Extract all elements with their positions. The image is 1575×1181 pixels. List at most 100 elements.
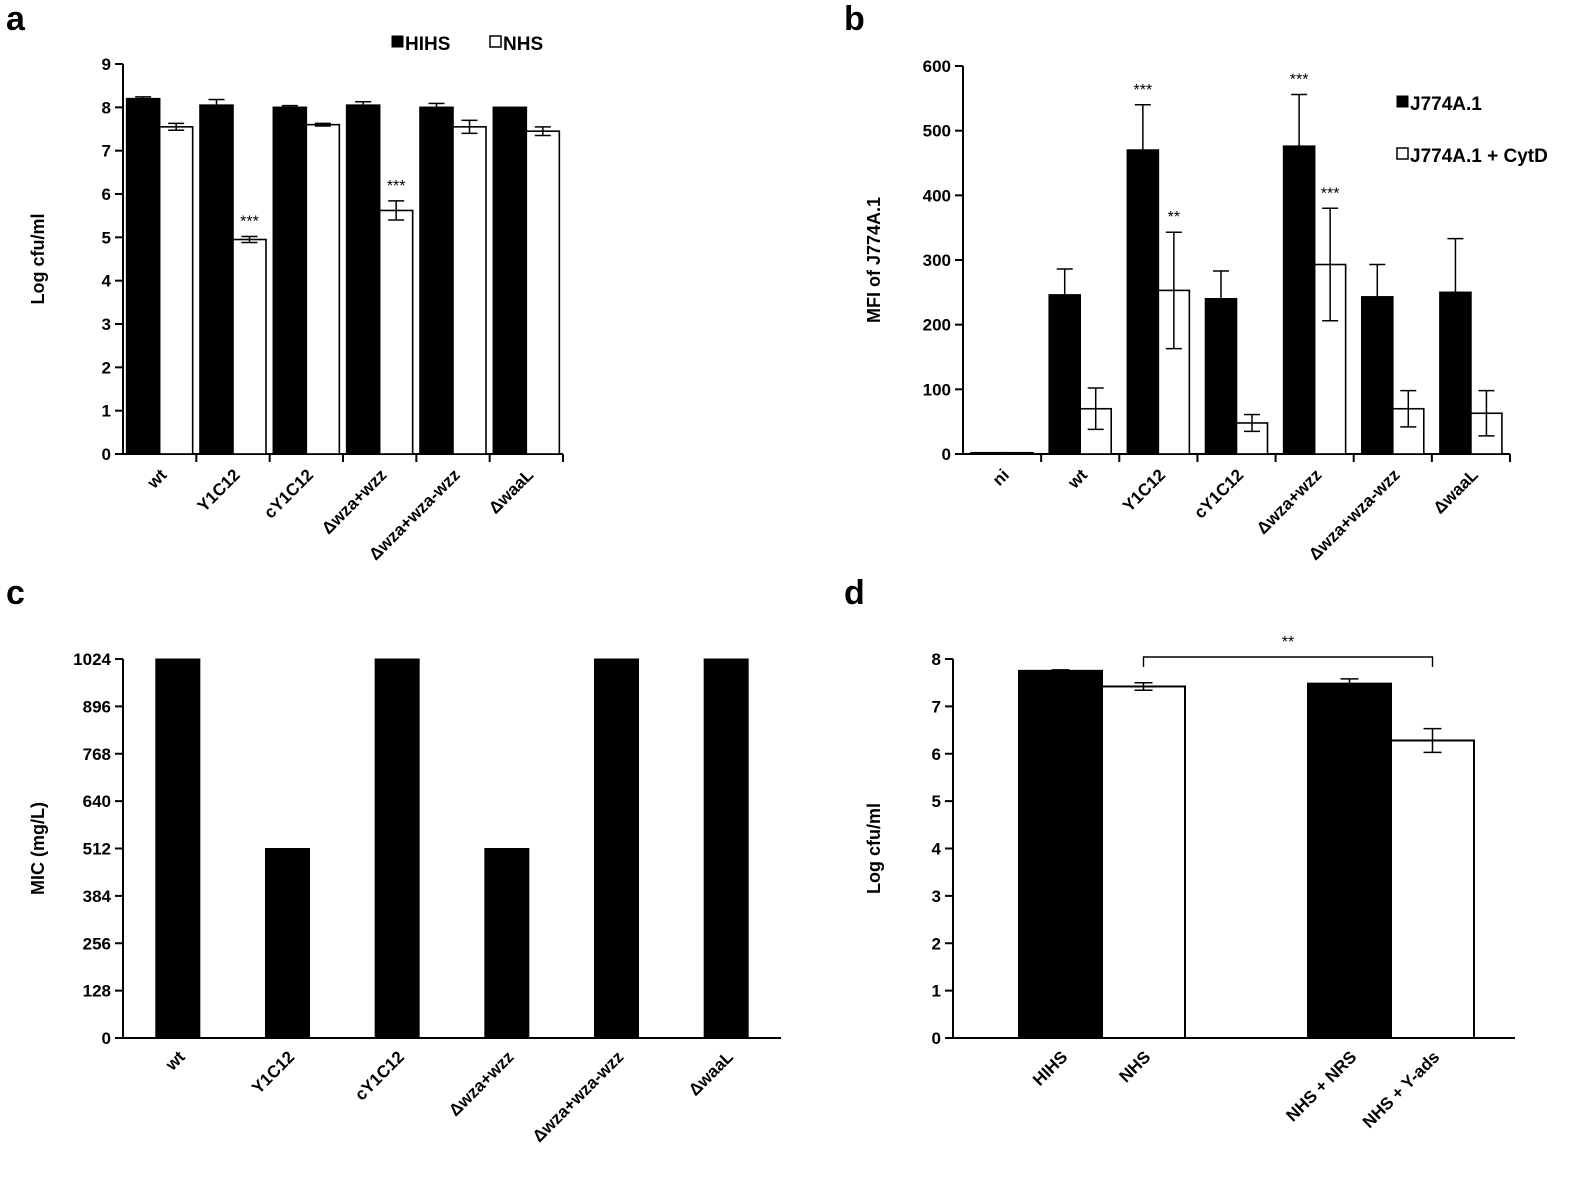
bar-hihs [492,106,528,455]
panel-a: a 0 1 2 3 4 5 6 7 8 9 Log cfu/ml wt *** Y1C12 cY1C12 ***… [6,0,564,564]
legend-label-j774-cytd: J774A.1 + CytD [1410,146,1548,167]
bar-mic [265,848,310,1039]
bar-nhs [305,123,341,455]
y-tick-label: 0 [942,445,951,464]
y-tick-label: 400 [923,186,951,205]
y-tick-label: 1024 [73,650,111,669]
y-tick-label: 8 [102,98,111,117]
panel-c: c 0 128 256 384 512 640 768 896 1024 MIC (mg/L) wt Y… [6,574,781,1146]
y-axis-label: Log cfu/ml [28,214,48,305]
y-tick-label: 2 [932,934,941,953]
y-tick-label: 896 [83,697,111,716]
panel-letter: a [6,0,26,38]
bar-hihs [419,106,454,455]
bar-nhs [525,130,561,455]
legend-swatch-hihs [391,35,404,48]
x-tick-label: Δwza+wzz [318,465,391,538]
significance-label: *** [240,213,259,230]
legend-label-nhs: NHS [503,34,543,55]
y-tick-label: 2 [102,358,111,377]
bar-nhs [1101,685,1186,1039]
y-tick-label: 200 [923,316,951,335]
bar-nhs-nrs [1307,682,1392,1039]
y-tick-label: 6 [102,185,111,204]
y-tick-label: 9 [102,55,111,74]
bar-nhs [158,126,194,455]
bar-nhs [452,126,487,455]
y-tick-label: 640 [83,792,111,811]
x-tick-label: cY1C12 [260,465,317,522]
y-tick-label: 384 [83,887,112,906]
y-tick-label: 300 [923,251,951,270]
x-tick-label: cY1C12 [1190,465,1247,522]
x-tick-label: wt [143,465,171,493]
x-tick-label: NHS + Y-ads [1359,1047,1443,1131]
panel-b: b 0 100 200 300 400 500 600 MFI of J774A.1 ni wt **… [844,0,1548,564]
significance-label: *** [1321,185,1340,202]
y-tick-label: 500 [923,122,951,141]
y-tick-label: 1 [102,402,111,421]
y-axis-label: MIC (mg/L) [28,802,48,895]
y-tick-label: 768 [83,745,111,764]
bar-mic [484,848,530,1039]
x-tick-label: Δwza+wzz [445,1047,518,1120]
y-tick-label: 8 [932,650,941,669]
x-tick-label: Y1C12 [248,1047,298,1097]
legend-label-hihs: HIHS [405,34,450,55]
y-tick-label: 256 [83,934,111,953]
panel-letter: d [844,574,865,612]
y-tick-label: 0 [932,1029,941,1048]
bar-hihs [1018,669,1103,1039]
bar-mic [594,658,639,1039]
x-tick-label: ni [989,465,1013,489]
legend-swatch-j774-cytd [1396,147,1409,160]
x-tick-label: wt [161,1047,189,1075]
y-tick-label: 600 [923,57,951,76]
bar-j774a-1 [1439,291,1472,455]
bar-nhs [378,209,414,455]
y-tick-label: 100 [923,380,951,399]
legend-label-j774: J774A.1 [1410,94,1482,115]
bar-j774a-1-cytd [1001,451,1034,455]
y-tick-label: 512 [83,840,111,859]
significance-label: *** [1134,82,1153,99]
bar-nhs-y-ads [1390,739,1475,1039]
x-tick-label: NHS [1116,1047,1155,1086]
bar-j774a-1 [970,451,1003,455]
legend-swatch-j774 [1396,95,1409,108]
y-tick-label: 5 [932,792,941,811]
x-tick-label: HIHS [1029,1047,1071,1089]
y-tick-label: 3 [932,887,941,906]
panel-letter: c [6,574,25,612]
x-tick-label: ΔwaaL [1430,465,1482,517]
significance-bracket [1142,656,1434,667]
x-tick-label: Δwza+wza-wzz [529,1047,628,1146]
y-tick-label: 4 [102,272,112,291]
bar-hihs [345,104,381,455]
bar-nhs [232,238,267,455]
y-tick-label: 128 [83,982,111,1001]
y-tick-label: 0 [102,1029,111,1048]
legend-swatch-nhs [489,35,502,48]
x-tick-label: cY1C12 [351,1047,408,1104]
bar-hihs [272,106,308,455]
panel-d: d 0 1 2 3 4 5 6 7 8 Log cfu/ml HIHS NHS NHS + NRSNHS … [844,574,1515,1132]
bar-hihs [125,97,161,455]
y-tick-label: 4 [932,840,942,859]
y-tick-label: 6 [932,745,941,764]
y-tick-label: 7 [102,142,111,161]
x-tick-label: NHS + NRS [1282,1047,1360,1125]
significance-label: *** [387,178,406,195]
y-tick-label: 1 [932,982,941,1001]
significance-label: *** [1290,71,1309,88]
bar-hihs [199,104,234,455]
x-tick-label: Y1C12 [194,465,244,515]
significance-label: ** [1282,634,1294,651]
y-tick-label: 5 [102,228,111,247]
x-tick-label: Y1C12 [1119,465,1169,515]
x-tick-label: ΔwaaL [685,1047,737,1099]
bar-mic [155,658,201,1039]
y-axis-label: Log cfu/ml [864,803,884,894]
y-tick-label: 3 [102,315,111,334]
